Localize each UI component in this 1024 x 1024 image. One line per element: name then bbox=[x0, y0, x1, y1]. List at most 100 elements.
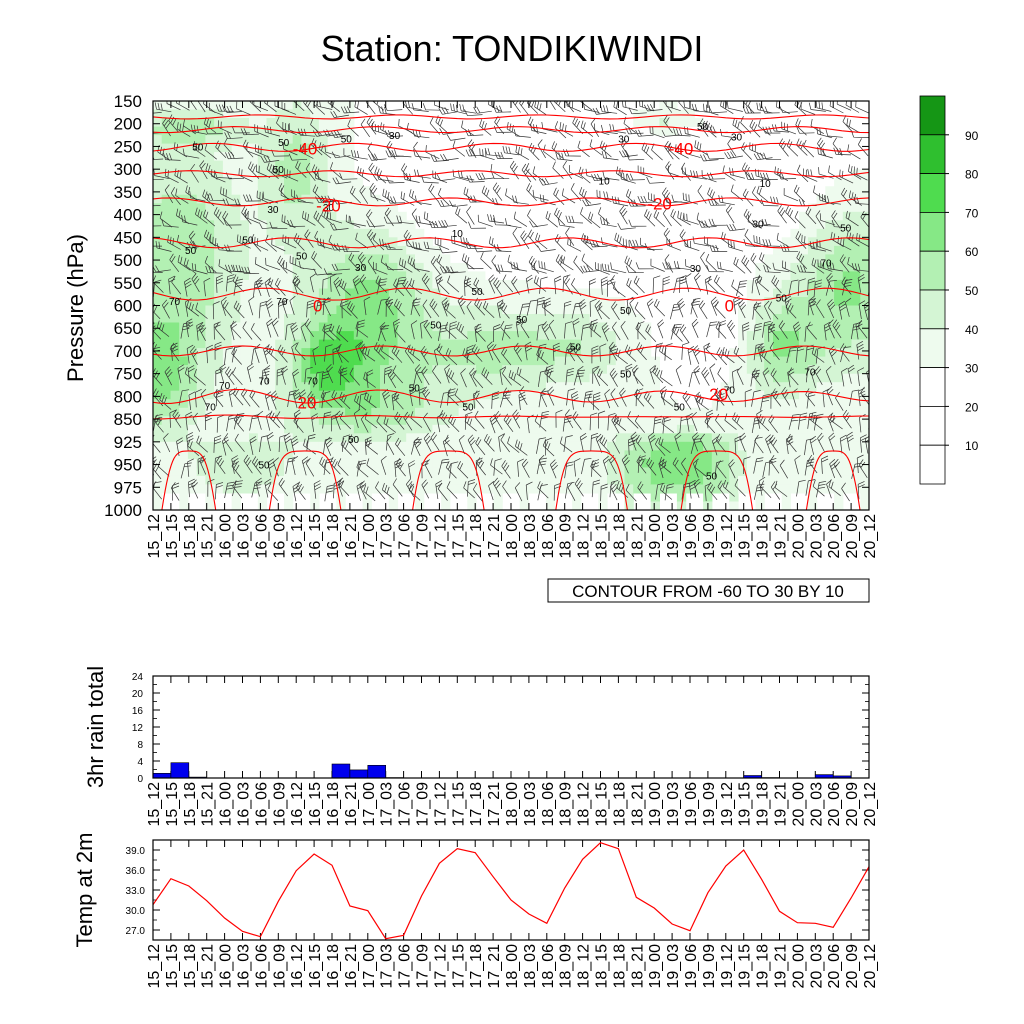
time-tick-label: 19_00 bbox=[647, 782, 664, 827]
colorbar-label: 40 bbox=[965, 323, 979, 337]
colorbar-cell bbox=[919, 289, 946, 330]
rain-bars bbox=[152, 762, 852, 779]
time-tick-label: 20_06 bbox=[826, 944, 843, 989]
time-tick-label: 18_15 bbox=[594, 944, 611, 989]
time-tick-label: 18_06 bbox=[540, 782, 557, 827]
time-tick-label: 17_15 bbox=[450, 944, 467, 989]
time-tick-label: 15_12 bbox=[146, 782, 163, 827]
colorbar-label: 80 bbox=[965, 168, 979, 182]
pressure-tick-label: 1000 bbox=[104, 501, 142, 520]
temperature-frame bbox=[152, 839, 870, 941]
time-tick-label: 15_15 bbox=[164, 514, 181, 559]
time-tick-label: 19_03 bbox=[665, 514, 682, 559]
rh-contour-label: 50 bbox=[185, 246, 197, 257]
time-tick-label: 16_00 bbox=[218, 514, 235, 559]
colorbar-label: 50 bbox=[965, 284, 979, 298]
time-tick-label: 20_06 bbox=[826, 514, 843, 559]
colorbar-label: 20 bbox=[965, 400, 979, 414]
time-tick-label: 19_18 bbox=[755, 514, 772, 559]
time-tick-label: 18_03 bbox=[522, 944, 539, 989]
temperature-tick-label: 30.0 bbox=[126, 906, 146, 917]
time-tick-label: 18_06 bbox=[540, 944, 557, 989]
time-tick-label: 17_06 bbox=[397, 944, 414, 989]
time-tick-label: 19_09 bbox=[701, 514, 718, 559]
temperature-contour-labels: -40 -40 -20 -20 0 0 20 20 bbox=[293, 140, 734, 413]
time-tick-label: 18_09 bbox=[558, 514, 575, 559]
colorbar-cell bbox=[919, 134, 946, 175]
time-tick-label: 20_12 bbox=[862, 944, 879, 989]
rain-tick-label: 16 bbox=[132, 706, 144, 717]
rain-tick-label: 8 bbox=[137, 740, 143, 751]
cross-section-time-axis: 15_12 15_15 15_18 15_21 16_00 16_03 16_06 16_09… bbox=[146, 101, 879, 559]
time-tick-label: 15_18 bbox=[182, 944, 199, 989]
time-tick-label: 17_00 bbox=[361, 944, 378, 989]
temperature-contour-label: -40 bbox=[293, 140, 318, 159]
temperature-tick-label: 36.0 bbox=[126, 866, 146, 877]
rain-tick-label: 20 bbox=[132, 689, 144, 700]
time-tick-label: 17_21 bbox=[486, 782, 503, 827]
rh-contour-label: 50 bbox=[620, 370, 632, 381]
time-tick-label: 17_03 bbox=[379, 944, 396, 989]
temperature-contour-label: 0 bbox=[725, 297, 734, 316]
time-tick-label: 15_18 bbox=[182, 514, 199, 559]
colorbar-cell bbox=[919, 250, 946, 291]
pressure-tick-label: 250 bbox=[114, 137, 142, 156]
rh-contour-label: 30 bbox=[389, 131, 401, 142]
rain-bar bbox=[349, 769, 369, 779]
contour-note-box bbox=[547, 578, 870, 603]
time-tick-label: 18_12 bbox=[576, 944, 593, 989]
colorbar-cell bbox=[919, 444, 946, 485]
rh-contour-label: 50 bbox=[462, 402, 474, 413]
time-tick-label: 18_09 bbox=[558, 944, 575, 989]
rh-contour-label: 50 bbox=[697, 122, 709, 133]
time-tick-label: 16_21 bbox=[343, 944, 360, 989]
rh-contour-label: 70 bbox=[820, 258, 832, 269]
rh-contour-label: 30 bbox=[355, 263, 367, 274]
rh-contour-label: 50 bbox=[273, 165, 285, 176]
time-tick-label: 16_03 bbox=[236, 944, 253, 989]
rh-contour-label: 70 bbox=[307, 377, 319, 388]
pressure-tick-label: 975 bbox=[114, 478, 142, 497]
time-tick-label: 18_21 bbox=[629, 944, 646, 989]
time-tick-label: 16_18 bbox=[325, 944, 342, 989]
time-tick-label: 20_12 bbox=[862, 782, 879, 827]
time-tick-label: 18_18 bbox=[611, 944, 628, 989]
rain-tick-label: 0 bbox=[137, 774, 143, 785]
pressure-tick-label: 650 bbox=[114, 319, 142, 338]
rh-contour-label: 70 bbox=[276, 297, 288, 308]
time-tick-label: 17_12 bbox=[432, 944, 449, 989]
temperature-axes: 27.0 30.0 33.0 36.0 39.0 15_12 15_15 15_18 15_21… bbox=[126, 840, 879, 989]
temperature-panel: 27.0 30.0 33.0 36.0 39.0 15_12 15_15 15_18 15_21… bbox=[72, 833, 879, 989]
time-tick-label: 16_09 bbox=[271, 514, 288, 559]
time-tick-label: 19_00 bbox=[647, 514, 664, 559]
time-tick-label: 19_21 bbox=[773, 514, 790, 559]
rh-contour-label: 50 bbox=[516, 315, 528, 326]
pressure-tick-label: 750 bbox=[114, 365, 142, 384]
wind-barbs bbox=[153, 101, 869, 502]
rh-contour-label: 30 bbox=[323, 203, 335, 214]
time-tick-label: 17_09 bbox=[415, 514, 432, 559]
rh-contour-label: 50 bbox=[570, 342, 582, 353]
rh-contour-label: 50 bbox=[674, 402, 686, 413]
rh-contour-label: 50 bbox=[296, 252, 308, 263]
temperature-line bbox=[152, 842, 870, 940]
rh-contour-label: 70 bbox=[724, 386, 736, 397]
pressure-tick-label: 550 bbox=[114, 274, 142, 293]
rain-tick-label: 12 bbox=[132, 723, 144, 734]
rain-frame bbox=[152, 675, 870, 779]
time-tick-label: 16_00 bbox=[218, 782, 235, 827]
time-tick-label: 19_21 bbox=[773, 782, 790, 827]
time-tick-label: 16_18 bbox=[325, 514, 342, 559]
time-tick-label: 18_00 bbox=[504, 944, 521, 989]
colorbar-label: 30 bbox=[965, 362, 979, 376]
time-tick-label: 17_00 bbox=[361, 514, 378, 559]
time-tick-label: 17_18 bbox=[468, 944, 485, 989]
rh-contour-label: 50 bbox=[258, 461, 270, 472]
time-tick-label: 16_06 bbox=[253, 944, 270, 989]
time-tick-label: 16_15 bbox=[307, 514, 324, 559]
time-tick-label: 16_12 bbox=[289, 944, 306, 989]
pressure-tick-label: 925 bbox=[114, 433, 142, 452]
time-tick-label: 16_12 bbox=[289, 514, 306, 559]
time-tick-label: 19_09 bbox=[701, 944, 718, 989]
